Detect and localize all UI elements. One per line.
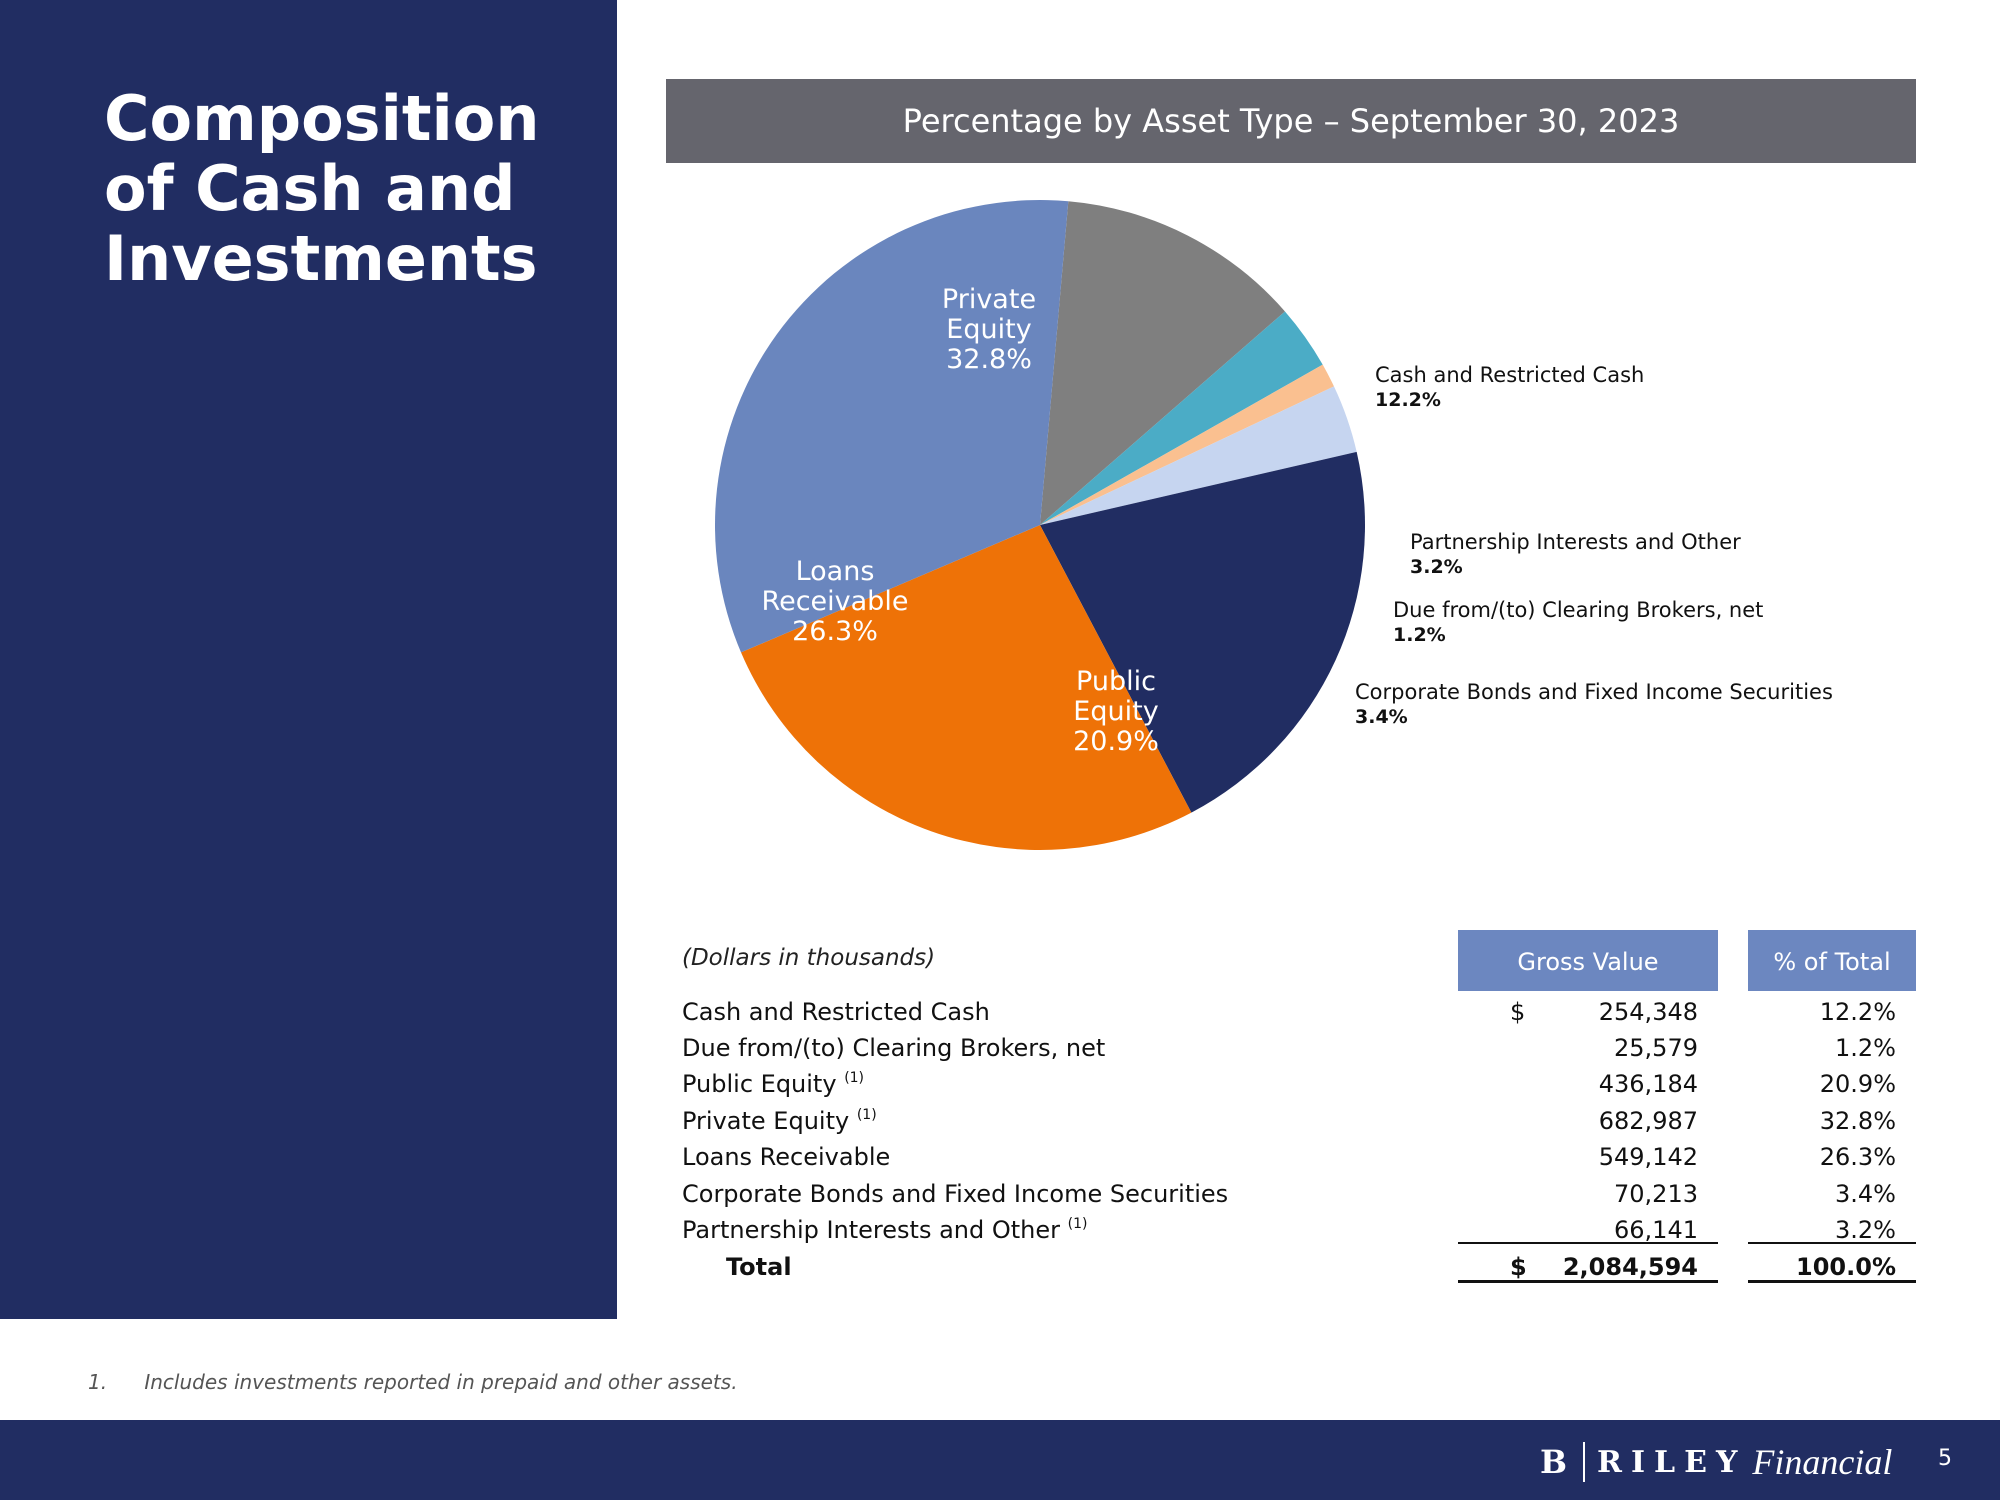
label-name: Due from/(to) Clearing Brokers, net — [1393, 598, 1764, 622]
row-pct: 20.9% — [1819, 1070, 1896, 1098]
total-gross-value: 2,084,594 — [1562, 1253, 1698, 1281]
pie-slice-label: Loans Receivable 26.3% — [762, 556, 909, 647]
row-label-text: Due from/(to) Clearing Brokers, net — [682, 1034, 1106, 1062]
row-label-text: Loans Receivable — [682, 1143, 891, 1171]
table-note: (Dollars in thousands) — [682, 945, 936, 971]
row-label: Loans Receivable — [682, 1143, 890, 1171]
pie-slice-label-line: Public — [1076, 666, 1156, 697]
pie-slice-label-line: Loans — [796, 556, 875, 587]
label-pct: 3.2% — [1410, 556, 1463, 578]
brand-logo: B RILEY Financial — [1540, 1440, 1892, 1484]
pie-slice-label-line: 26.3% — [792, 616, 878, 647]
label-cash-restricted: Cash and Restricted Cash 12.2% — [1375, 363, 1644, 413]
table-row: Cash and Restricted Cash $254,348 12.2% — [0, 998, 2000, 1034]
row-gross-value: 436,184 — [1598, 1070, 1698, 1098]
row-label-text: Corporate Bonds and Fixed Income Securit… — [682, 1180, 1229, 1208]
row-label-text: Cash and Restricted Cash — [682, 998, 990, 1026]
label-pct: 12.2% — [1375, 389, 1441, 411]
table-row: Loans Receivable 549,142 26.3% — [0, 1143, 2000, 1179]
logo-b: B — [1540, 1443, 1572, 1481]
row-label: Cash and Restricted Cash — [682, 998, 990, 1026]
row-label: Due from/(to) Clearing Brokers, net — [682, 1034, 1105, 1062]
row-label: Public Equity (1) — [682, 1070, 864, 1098]
table-row: Private Equity (1) 682,987 32.8% — [0, 1107, 2000, 1143]
label-due-from: Due from/(to) Clearing Brokers, net 1.2% — [1393, 598, 1763, 648]
total-pct: 100.0% — [1796, 1253, 1896, 1281]
label-pct: 3.4% — [1355, 706, 1408, 728]
footer-bar — [0, 1420, 2000, 1500]
logo-riley: RILEY — [1597, 1444, 1747, 1480]
pie-slice-private-equity — [715, 200, 1069, 653]
pie-slice-corporate-bonds-and-fixed-income-securities — [1040, 386, 1357, 525]
row-pct: 32.8% — [1819, 1107, 1896, 1135]
pie-slice-label-line: Private — [942, 284, 1036, 315]
row-label-text: Partnership Interests and Other — [682, 1216, 1061, 1244]
footnote-ref: (1) — [844, 1070, 865, 1086]
pie-slice-cash-and-restricted-cash — [1040, 201, 1285, 525]
total-label: Total — [726, 1253, 792, 1281]
row-label: Private Equity (1) — [682, 1107, 877, 1135]
pie-slice-label-line: Equity — [1073, 696, 1158, 727]
row-label-text: Public Equity — [682, 1070, 837, 1098]
row-label: Partnership Interests and Other (1) — [682, 1216, 1088, 1244]
title-line: Investments — [104, 222, 538, 295]
table-row: Due from/(to) Clearing Brokers, net 25,57… — [0, 1034, 2000, 1070]
pie-slice-label-line: 20.9% — [1073, 726, 1159, 757]
col-header-pct: % of Total — [1748, 930, 1916, 991]
currency-symbol: $ — [1510, 1253, 1527, 1281]
row-gross-value: 682,987 — [1598, 1107, 1698, 1135]
label-partnership: Partnership Interests and Other 3.2% — [1410, 530, 1741, 580]
pie-slice-label-line: Receivable — [762, 586, 909, 617]
row-gross-value: 25,579 — [1614, 1034, 1698, 1062]
total-rule — [1458, 1280, 1718, 1283]
pie-slice-label-line: 32.8% — [946, 344, 1032, 375]
label-name: Cash and Restricted Cash — [1375, 363, 1645, 387]
row-pct: 3.4% — [1835, 1180, 1896, 1208]
footnote-ref: (1) — [1067, 1216, 1088, 1232]
table-row: Public Equity (1) 436,184 20.9% — [0, 1070, 2000, 1106]
footnote-ref: (1) — [856, 1107, 877, 1123]
footnote-number: 1. — [88, 1370, 108, 1394]
pie-slice-public-equity — [1040, 451, 1365, 813]
table-row: Corporate Bonds and Fixed Income Securit… — [0, 1180, 2000, 1216]
row-pct: 1.2% — [1835, 1034, 1896, 1062]
table-row: Partnership Interests and Other (1) 66,14… — [0, 1216, 2000, 1252]
pie-chart: Public Equity 20.9%Loans Receivable 26.3%Pri… — [715, 200, 1365, 850]
row-pct: 12.2% — [1819, 998, 1896, 1026]
logo-divider — [1583, 1442, 1586, 1482]
total-rule — [1748, 1280, 1916, 1283]
pie-slice-label: Public Equity 20.9% — [1073, 666, 1159, 757]
row-pct: 26.3% — [1819, 1143, 1896, 1171]
subtotal-rule — [1748, 1242, 1916, 1244]
row-pct: 3.2% — [1835, 1216, 1896, 1244]
title-line: of Cash and — [104, 152, 516, 225]
logo-financial: Financial — [1752, 1442, 1893, 1482]
col-header-gross: Gross Value — [1458, 930, 1718, 991]
label-corporate-bonds: Corporate Bonds and Fixed Income Securit… — [1355, 680, 1833, 730]
label-name: Corporate Bonds and Fixed Income Securit… — [1355, 680, 1833, 704]
row-gross-value: 254,348 — [1598, 998, 1698, 1026]
row-label: Corporate Bonds and Fixed Income Securit… — [682, 1180, 1228, 1208]
row-gross-value: 70,213 — [1614, 1180, 1698, 1208]
row-gross-value: 66,141 — [1614, 1216, 1698, 1244]
page-number: 5 — [1938, 1446, 1952, 1471]
title-line: Composition — [104, 82, 540, 155]
pie-slice-label-line: Equity — [946, 314, 1031, 345]
label-pct: 1.2% — [1393, 624, 1446, 646]
sidebar-panel — [0, 0, 617, 1319]
pie-slice-due-from-to-clearing-brokers-net — [1040, 364, 1334, 525]
row-label-text: Private Equity — [682, 1107, 850, 1135]
pie-slice-loans-receivable — [741, 525, 1192, 850]
label-name: Partnership Interests and Other — [1410, 530, 1741, 554]
page-title: Composition of Cash and Investments — [104, 84, 604, 294]
row-gross-value: 549,142 — [1598, 1143, 1698, 1171]
footnote-text: Includes investments reported in prepaid… — [144, 1370, 738, 1394]
chart-header: Percentage by Asset Type – September 30,… — [666, 79, 1916, 163]
subtotal-rule — [1458, 1242, 1718, 1244]
currency-symbol: $ — [1510, 998, 1526, 1026]
pie-slice-label: Private Equity 32.8% — [942, 284, 1036, 375]
table-row-total: Total $2,084,594 100.0% — [0, 1253, 2000, 1289]
pie-slice-partnership-interests-and-other — [1040, 311, 1323, 525]
footnote: 1. Includes investments reported in prep… — [88, 1370, 738, 1394]
